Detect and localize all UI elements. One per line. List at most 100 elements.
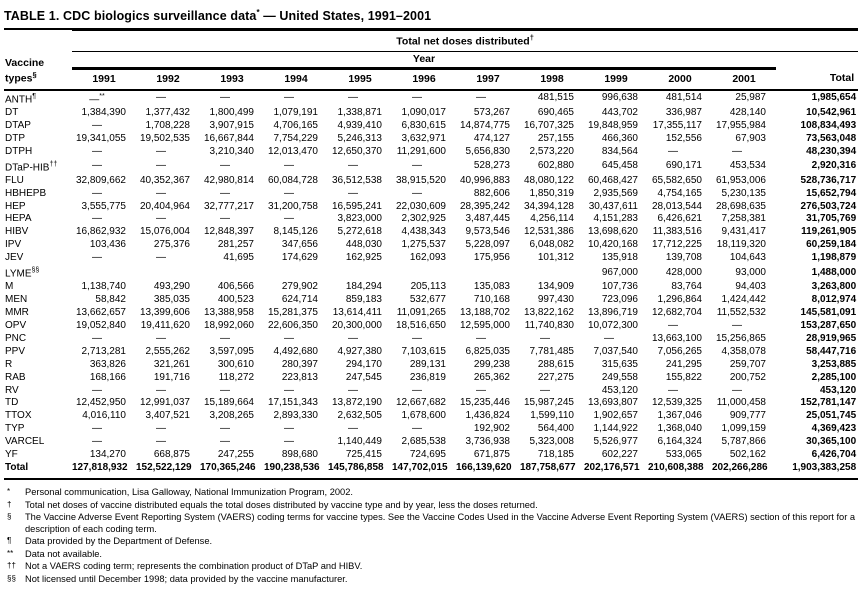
footnotes: * Personal communication, Lisa Galloway, …: [4, 487, 858, 586]
data-cell: 6,426,621: [657, 213, 703, 225]
footnote-text: Total net doses of vaccine distributed e…: [25, 499, 538, 510]
row-label: RV: [5, 384, 19, 396]
data-cell: 6,048,082: [529, 239, 575, 251]
data-cell: —: [92, 332, 102, 344]
data-cell: —: [284, 92, 294, 104]
data-cell: 18,119,320: [716, 239, 766, 251]
page-title: TABLE 1. CDC biologics surveillance data…: [4, 5, 858, 31]
data-cell: 2,685,538: [401, 436, 447, 448]
data-cell: 13,872,190: [331, 397, 382, 409]
data-cell: —: [668, 145, 678, 157]
data-cell: 1,368,040: [657, 423, 703, 435]
data-cell: 60,468,427: [587, 174, 638, 186]
data-cell: 28,013,544: [651, 200, 702, 212]
data-cell: 2,713,281: [81, 345, 127, 357]
data-cell: 15,235,446: [459, 397, 510, 409]
data-cell: 210,608,388: [648, 462, 712, 480]
data-cell: 13,399,606: [139, 307, 190, 319]
data-cell: 13,698,620: [587, 226, 638, 238]
data-cell: —: [92, 252, 102, 264]
footnote-marker: §: [7, 512, 12, 522]
row-label: FLU: [5, 174, 24, 186]
data-cell: 13,662,657: [75, 307, 126, 319]
data-cell: [392, 265, 456, 281]
data-cell: 3,208,265: [209, 410, 255, 422]
total-cell: 3,263,800: [811, 281, 857, 293]
data-cell: 16,707,325: [523, 119, 574, 131]
data-cell: 168,166: [89, 371, 126, 383]
data-cell: 18,992,060: [203, 320, 254, 332]
data-cell: 162,925: [345, 252, 382, 264]
row-label: TTOX: [5, 410, 32, 422]
data-cell: —: [412, 160, 422, 172]
data-cell: 3,487,445: [465, 213, 511, 225]
data-cell: 4,358,078: [721, 345, 767, 357]
column-header-1994: 1994: [264, 68, 328, 91]
vaccine-row-hbhepb: HBHEPB — — — — — — 882,606 1,850,319 2,935,569 4,7…: [4, 188, 858, 201]
data-cell: 40,996,883: [459, 174, 510, 186]
data-cell: —: [92, 145, 102, 157]
row-label: RAB: [5, 371, 26, 383]
data-cell: 227,275: [537, 371, 574, 383]
data-cell: 428,140: [729, 106, 766, 118]
data-cell: —: [284, 436, 294, 448]
data-cell: 4,939,410: [337, 119, 383, 131]
data-cell: 3,736,938: [465, 436, 511, 448]
row-label: PNC: [5, 332, 27, 344]
data-cell: —: [156, 92, 166, 104]
data-cell: 834,564: [601, 145, 638, 157]
total-cell: 58,447,716: [806, 345, 857, 357]
data-cell: 428,000: [665, 266, 702, 278]
data-cell: 32,809,662: [75, 174, 126, 186]
data-cell: 690,171: [665, 160, 702, 172]
data-cell: —: [220, 160, 230, 172]
column-header-1992: 1992: [136, 68, 200, 91]
data-cell: 48,080,122: [523, 174, 574, 186]
data-cell: 624,714: [281, 294, 318, 306]
data-cell: 249,558: [601, 371, 638, 383]
footnote: * Personal communication, Lisa Galloway, …: [4, 487, 858, 499]
data-cell: 5,787,866: [721, 436, 767, 448]
data-cell: —: [220, 187, 230, 199]
data-cell: 7,781,485: [529, 345, 575, 357]
data-cell: —: [668, 384, 678, 396]
vaccine-row-varcel: VARCEL — — — — 1,140,449 2,685,538 3,736,938 5,3…: [4, 436, 858, 449]
data-cell: —: [732, 145, 742, 157]
data-cell: 453,120: [601, 384, 638, 396]
data-cell: 192,902: [473, 423, 510, 435]
data-cell: 3,907,915: [209, 119, 255, 131]
vaccine-row-dtap: DTAP — 1,708,228 3,907,915 4,706,165 4,939,41…: [4, 120, 858, 133]
data-cell: 997,430: [537, 294, 574, 306]
column-header-1999: 1999: [584, 68, 648, 91]
data-cell: 259,707: [729, 358, 766, 370]
footnote: ** Data not available.: [4, 549, 858, 561]
group-header-footnote-marker: †: [529, 33, 534, 43]
data-cell: 718,185: [537, 449, 574, 461]
data-cell: 18,516,650: [395, 320, 446, 332]
data-cell: 1,424,442: [721, 294, 767, 306]
column-header-2000: 2000: [648, 68, 712, 91]
data-cell: 265,362: [473, 371, 510, 383]
data-cell: 94,403: [735, 281, 766, 293]
data-cell: —: [156, 160, 166, 172]
vaccine-row-hep: HEP 3,555,775 20,404,964 32,777,217 31,200,7…: [4, 201, 858, 214]
data-cell: 38,915,520: [395, 174, 446, 186]
data-cell: 223,813: [281, 371, 318, 383]
data-cell: 1,708,228: [145, 119, 191, 131]
data-cell: 2,632,505: [337, 410, 383, 422]
data-cell: 19,052,840: [75, 320, 126, 332]
data-cell: 11,291,600: [396, 145, 446, 157]
data-cell: —: [220, 436, 230, 448]
data-cell: 5,228,097: [465, 239, 511, 251]
data-cell: [328, 265, 392, 281]
data-cell: [520, 265, 584, 281]
data-cell: —: [92, 423, 102, 435]
vaccine-row-dtp: DTP 19,341,055 19,502,535 16,667,844 7,754,2…: [4, 133, 858, 146]
data-cell: 443,702: [601, 106, 638, 118]
data-cell: 8,145,126: [273, 226, 319, 238]
data-cell: —: [220, 423, 230, 435]
data-cell: 19,848,959: [587, 119, 638, 131]
column-header-1996: 1996: [392, 68, 456, 91]
row-label: HBHEPB: [5, 187, 47, 199]
row-label: ANTH¶: [5, 92, 36, 105]
